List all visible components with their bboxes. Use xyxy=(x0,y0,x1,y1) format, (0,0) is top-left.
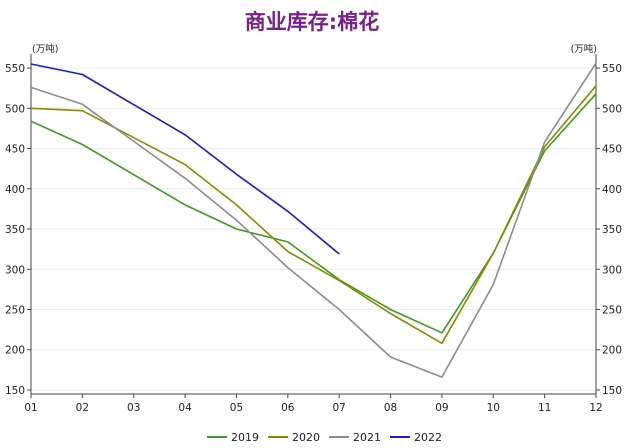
x-tick-label: 11 xyxy=(538,402,551,414)
y-tick-label-left: 550 xyxy=(5,63,25,75)
series-line-2022 xyxy=(30,63,340,255)
legend-label-2021: 2021 xyxy=(353,431,381,444)
x-tick-label: 12 xyxy=(589,402,602,414)
y-unit-left: (万吨) xyxy=(32,43,58,55)
y-tick-label-left: 200 xyxy=(5,345,25,357)
y-tick-label-right: 500 xyxy=(602,103,622,115)
x-tick-label: 10 xyxy=(487,402,500,414)
legend-label-2019: 2019 xyxy=(231,431,259,444)
y-tick-label-left: 300 xyxy=(5,264,25,276)
grid-lines xyxy=(31,67,596,391)
y-tick-label-right: 450 xyxy=(602,144,622,156)
series-line-2019 xyxy=(30,93,597,334)
x-tick-label: 03 xyxy=(127,402,140,414)
axes: 150 150 200 200 250 250 300 300 350 350 400 400 450 4… xyxy=(5,43,622,414)
legend-label-2022: 2022 xyxy=(414,431,442,444)
series-line-2021 xyxy=(30,62,597,378)
y-unit-right: (万吨) xyxy=(571,43,597,55)
y-tick-label-left: 150 xyxy=(5,385,25,397)
x-tick-label: 09 xyxy=(435,402,448,414)
y-tick-label-right: 350 xyxy=(602,224,622,236)
x-tick-label: 04 xyxy=(178,402,192,414)
y-tick-label-left: 350 xyxy=(5,224,25,236)
series-line-2020 xyxy=(30,85,597,345)
x-tick-label: 06 xyxy=(281,402,295,414)
y-tick-label-left: 500 xyxy=(5,103,25,115)
legend: 2019 2020 2021 2022 xyxy=(207,431,442,444)
x-tick-label: 01 xyxy=(24,402,37,414)
x-tick-label: 02 xyxy=(76,402,89,414)
chart-title: 商业库存:棉花 xyxy=(244,10,380,34)
y-tick-label-left: 450 xyxy=(5,144,25,156)
y-tick-label-right: 200 xyxy=(602,345,622,357)
x-tick-label: 07 xyxy=(332,402,345,414)
series-lines xyxy=(30,62,597,378)
y-tick-label-right: 250 xyxy=(602,304,622,316)
x-tick-label: 05 xyxy=(230,402,243,414)
y-tick-label-right: 550 xyxy=(602,63,622,75)
y-tick-label-right: 400 xyxy=(602,184,622,196)
y-tick-label-right: 150 xyxy=(602,385,622,397)
y-tick-label-right: 300 xyxy=(602,264,622,276)
y-tick-label-left: 250 xyxy=(5,304,25,316)
legend-label-2020: 2020 xyxy=(292,431,320,444)
y-tick-label-left: 400 xyxy=(5,184,25,196)
x-tick-label: 08 xyxy=(384,402,397,414)
